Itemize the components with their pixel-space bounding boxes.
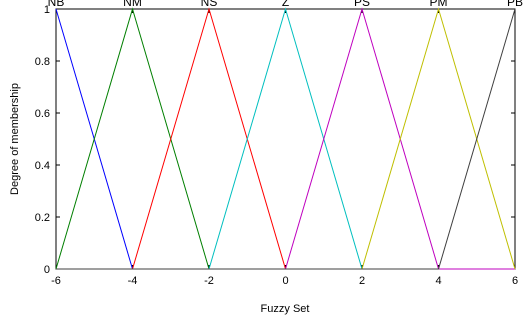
set-label-pb: PB [507,0,523,9]
y-axis-label: Degree of membership [9,83,21,195]
x-tick-label: -4 [128,275,138,287]
set-label-ps: PS [354,0,370,9]
x-tick-label: 4 [435,275,441,287]
set-label-nm: NM [123,0,142,9]
x-tick-label: -6 [51,275,61,287]
y-tick-label: 1 [44,4,50,16]
x-tick-label: -2 [204,275,214,287]
set-labels: NB NM NS Z PS PM PB [48,0,523,9]
series-lines [55,7,516,270]
y-tick-label: 0.4 [35,160,50,172]
set-label-z: Z [282,0,289,9]
y-tick-label: 0.2 [35,212,50,224]
set-label-pm: PM [430,0,448,9]
x-tick-label: 0 [282,275,288,287]
plot-area [55,8,516,270]
y-tick-label: 0.6 [35,108,50,120]
series-line-pb [56,8,516,270]
set-label-ns: NS [201,0,218,9]
y-tick-label: 0 [44,264,50,276]
x-axis-ticks: -6 -4 -2 0 2 4 6 [51,9,518,287]
y-tick-label: 0.8 [35,56,50,68]
x-tick-label: 2 [359,275,365,287]
x-axis-label: Fuzzy Set [261,303,310,315]
x-tick-label: 6 [512,275,518,287]
y-axis-ticks: 0 0.2 0.4 0.6 0.8 1 [35,4,515,276]
set-label-nb: NB [48,0,65,9]
